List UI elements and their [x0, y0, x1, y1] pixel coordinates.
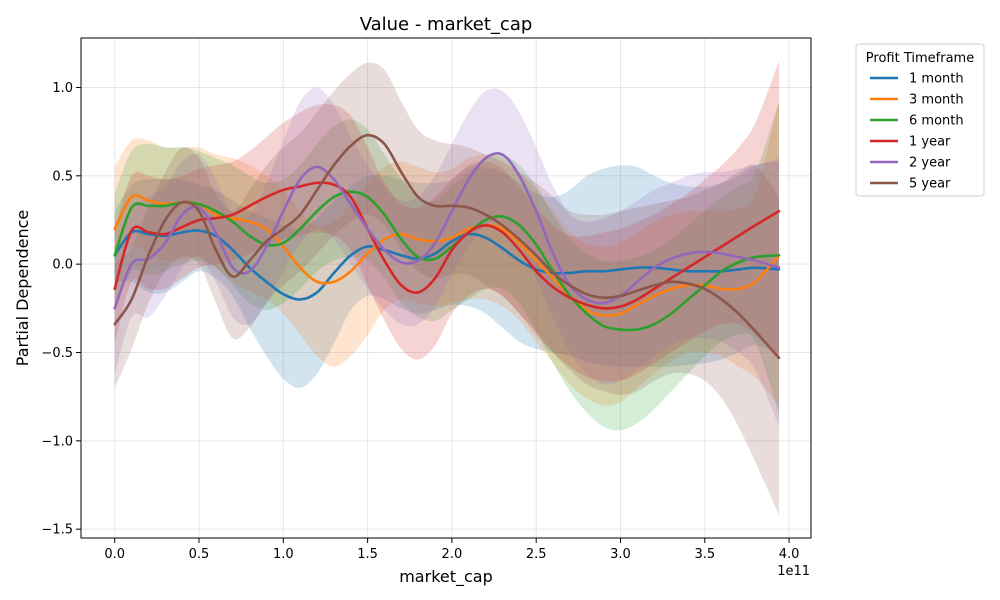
legend-items: 1 month 3 month 6 month 1 year 2 year 5 year — [870, 72, 964, 192]
y-axis-label: Partial Dependence — [13, 210, 32, 366]
x-tick-label: 3.0 — [610, 547, 631, 562]
series-line-5-year — [113, 133, 781, 360]
x-tick-label: 3.5 — [694, 547, 715, 562]
x-tick-label: 2.5 — [526, 547, 547, 562]
x-tick-label: 1.0 — [273, 547, 294, 562]
x-tick-label: 0.0 — [104, 547, 125, 562]
x-tick-label: 4.0 — [779, 547, 800, 562]
y-tick-label: −0.5 — [41, 346, 73, 361]
series-lines — [113, 133, 781, 360]
legend-item: 1 year — [870, 135, 951, 150]
y-tick-label: 1.0 — [52, 81, 73, 96]
x-tick-label: 1.5 — [357, 547, 378, 562]
y-tick-label: 0.5 — [52, 169, 73, 184]
x-axis-ticks: 0.0 0.5 1.0 1.5 2.0 2.5 3.0 3.5 4.0 — [104, 538, 799, 562]
legend-label: 6 month — [909, 114, 964, 129]
legend-label: 1 month — [909, 72, 964, 87]
legend-item: 6 month — [870, 114, 964, 129]
confidence-band-5-year — [114, 62, 779, 516]
legend-label: 3 month — [909, 93, 964, 108]
confidence-band-1-month — [114, 161, 779, 388]
y-tick-label: −1.0 — [41, 434, 73, 449]
x-axis-label: market_cap — [399, 567, 493, 587]
confidence-band-6-month — [114, 101, 779, 431]
legend-label: 5 year — [909, 177, 951, 192]
legend-box — [855, 43, 985, 197]
y-tick-label: −1.5 — [41, 523, 73, 538]
chart-title: Value - market_cap — [360, 14, 533, 35]
x-tick-label: 2.0 — [442, 547, 463, 562]
legend-label: 1 year — [909, 135, 951, 150]
x-tick-label: 0.5 — [189, 547, 210, 562]
x-axis-offset-label: 1e11 — [777, 564, 810, 579]
plot-frame — [80, 37, 812, 539]
y-tick-label: 0.0 — [52, 258, 73, 273]
y-axis-ticks: −1.5 −1.0 −0.5 0.0 0.5 1.0 — [41, 81, 81, 538]
legend-label: 2 year — [909, 156, 951, 171]
legend-title: Profit Timeframe — [866, 51, 974, 66]
legend-item: 1 month — [870, 72, 964, 87]
legend-item: 3 month — [870, 93, 964, 108]
series-line-1-month — [113, 229, 781, 301]
legend-item: 2 year — [870, 156, 951, 171]
series-line-2-year — [113, 152, 781, 310]
legend-item: 5 year — [870, 177, 951, 192]
grid-layer — [81, 38, 811, 538]
